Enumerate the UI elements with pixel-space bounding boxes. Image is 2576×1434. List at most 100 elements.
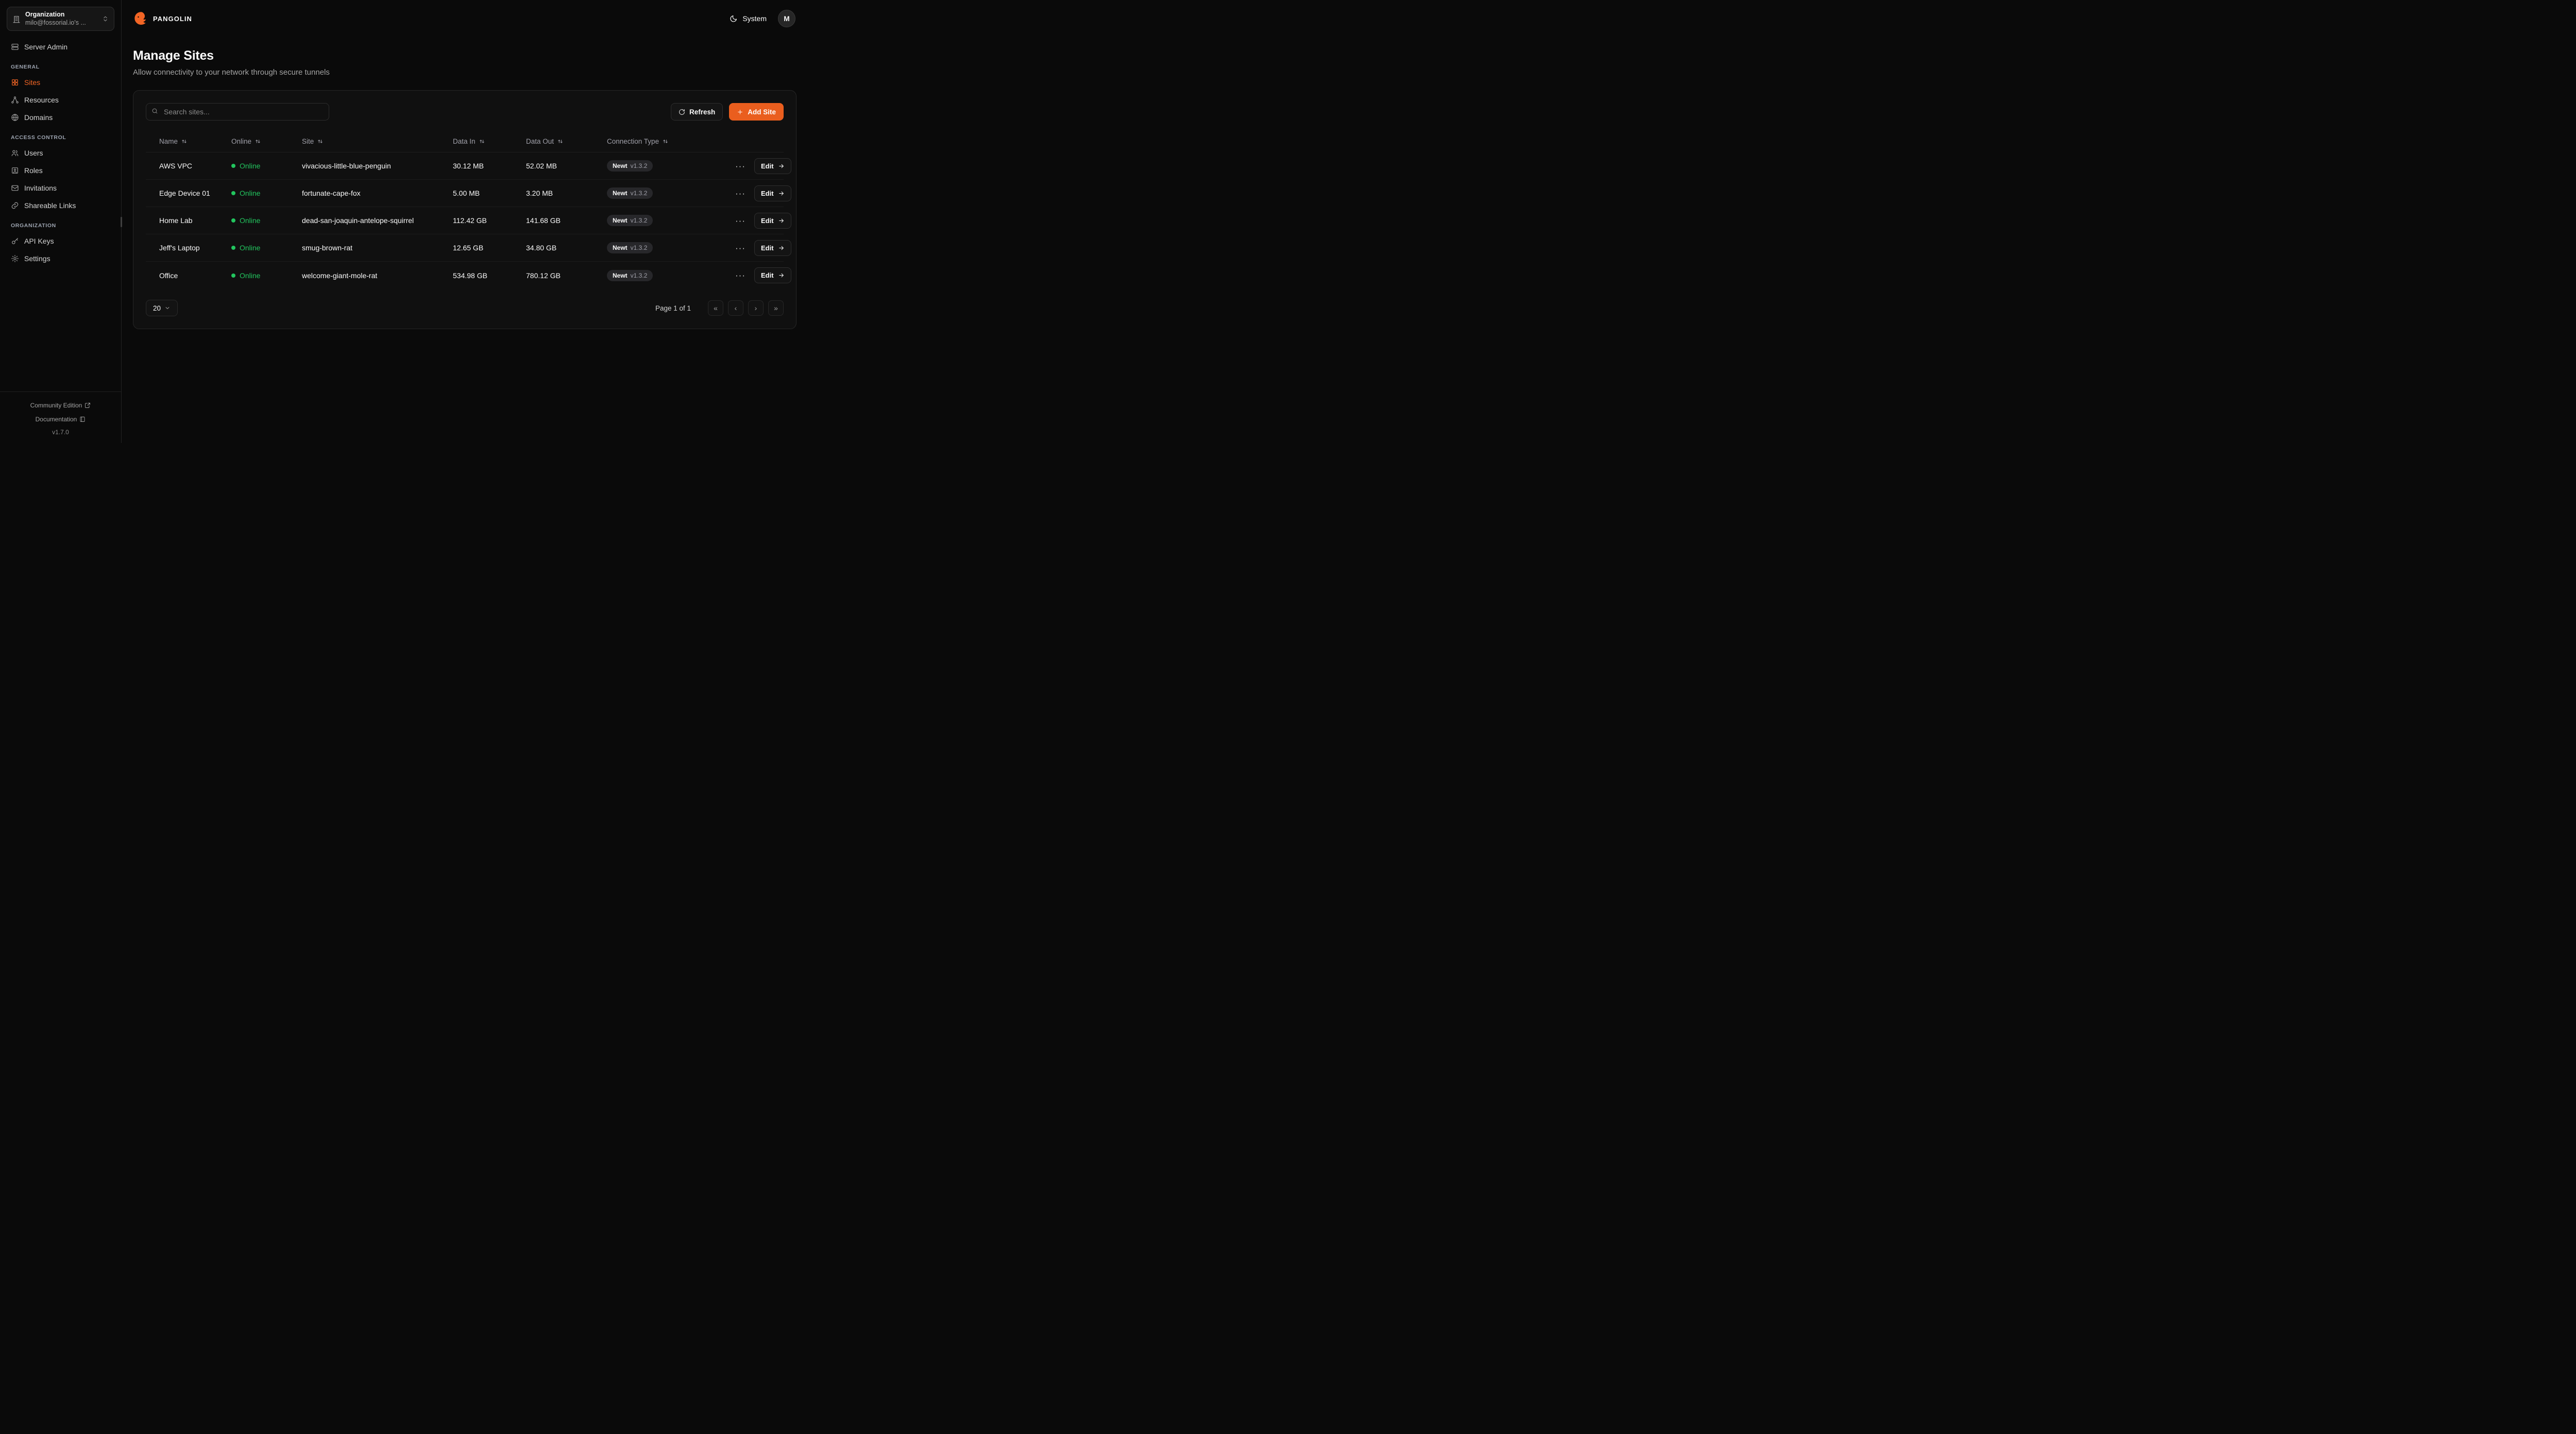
sites-toolbar: Refresh Add Site xyxy=(146,103,784,121)
site-name: Edge Device 01 xyxy=(159,189,210,197)
column-header-site[interactable]: Site xyxy=(302,138,453,145)
sidebar-item-label: Invitations xyxy=(24,184,57,192)
column-header-connection-type[interactable]: Connection Type xyxy=(607,138,733,145)
add-site-button[interactable]: Add Site xyxy=(729,103,784,121)
sidebar-item-label: Shareable Links xyxy=(24,201,76,210)
connection-name: Newt xyxy=(613,190,628,197)
row-menu-button[interactable]: ··· xyxy=(733,188,748,199)
key-icon xyxy=(12,238,18,244)
edit-button[interactable]: Edit xyxy=(754,185,791,201)
data-out-value: 34.80 GB xyxy=(526,244,557,252)
org-picker[interactable]: Organization milo@fossorial.io's ... xyxy=(7,7,114,31)
sort-icon xyxy=(663,140,668,143)
pangolin-logo-icon xyxy=(134,12,146,25)
site-online-status: Online xyxy=(231,271,302,280)
data-in-value: 12.65 GB xyxy=(453,244,484,252)
users-icon xyxy=(11,150,19,156)
last-page-button[interactable]: » xyxy=(768,300,784,316)
building-icon xyxy=(13,15,20,23)
row-menu-button[interactable]: ··· xyxy=(733,270,748,281)
column-header-name[interactable]: Name xyxy=(146,138,231,145)
moon-icon xyxy=(730,15,737,22)
row-menu-button[interactable]: ··· xyxy=(733,243,748,253)
sites-card: Refresh Add Site Name Online Site Data I… xyxy=(133,90,796,329)
table-row: AWS VPC Online vivacious-little-blue-pen… xyxy=(146,152,791,180)
main-content: PANGOLIN System M Manage Sites Allow con… xyxy=(122,0,808,443)
sidebar-item-label: Settings xyxy=(24,254,50,263)
row-menu-button[interactable]: ··· xyxy=(733,161,748,172)
sidebar-item-roles[interactable]: Roles xyxy=(7,162,114,179)
page-size-select[interactable]: 20 xyxy=(146,300,178,316)
data-out-value: 141.68 GB xyxy=(526,216,561,225)
refresh-button[interactable]: Refresh xyxy=(670,103,723,121)
online-dot-icon xyxy=(231,191,235,195)
section-label-organization: ORGANIZATION xyxy=(11,223,56,229)
site-id: dead-san-joaquin-antelope-squirrel xyxy=(302,216,414,225)
table-footer: 20 Page 1 of 1 « ‹ › » xyxy=(146,300,784,316)
sidebar-item-settings[interactable]: Settings xyxy=(7,250,114,267)
next-page-button[interactable]: › xyxy=(748,300,764,316)
edit-button[interactable]: Edit xyxy=(754,267,791,283)
page-subtitle: Allow connectivity to your network throu… xyxy=(133,68,330,77)
sites-table: Name Online Site Data In Data Out Connec… xyxy=(146,131,791,289)
arrow-right-icon xyxy=(778,246,784,250)
row-menu-button[interactable]: ··· xyxy=(733,215,748,226)
sidebar-item-server-admin[interactable]: Server Admin xyxy=(7,38,114,56)
table-row: Edge Device 01 Online fortunate-cape-fox… xyxy=(146,180,791,207)
column-header-data-in[interactable]: Data In xyxy=(453,138,526,145)
resources-icon xyxy=(11,96,19,104)
topbar: PANGOLIN System M xyxy=(122,0,808,37)
connection-version: v1.3.2 xyxy=(630,244,648,251)
server-icon xyxy=(11,44,19,50)
page-indicator: Page 1 of 1 xyxy=(655,304,691,312)
sidebar-item-invitations[interactable]: Invitations xyxy=(7,179,114,197)
connection-type-badge: Newt v1.3.2 xyxy=(607,269,653,281)
sidebar-item-sites[interactable]: Sites xyxy=(7,74,114,91)
roles-icon xyxy=(12,167,18,174)
column-header-online[interactable]: Online xyxy=(231,138,302,145)
chevron-down-icon xyxy=(165,307,170,309)
sidebar-item-resources[interactable]: Resources xyxy=(7,91,114,109)
link-icon xyxy=(11,202,19,209)
sidebar-item-shareable-links[interactable]: Shareable Links xyxy=(7,197,114,214)
connection-name: Newt xyxy=(613,271,628,279)
community-edition-link[interactable]: Community Edition xyxy=(30,400,91,411)
data-in-value: 30.12 MB xyxy=(453,162,484,170)
sidebar-item-label: Resources xyxy=(24,96,59,104)
sidebar-item-label: API Keys xyxy=(24,237,54,245)
online-dot-icon xyxy=(231,164,235,168)
first-page-button[interactable]: « xyxy=(708,300,723,316)
table-body: AWS VPC Online vivacious-little-blue-pen… xyxy=(146,152,791,289)
edit-button[interactable]: Edit xyxy=(754,240,791,256)
connection-version: v1.3.2 xyxy=(630,271,648,279)
sidebar-resize-handle[interactable] xyxy=(121,217,122,227)
section-label-general: GENERAL xyxy=(11,64,40,70)
sidebar-item-label: Sites xyxy=(24,78,41,87)
org-picker-title: Organization xyxy=(25,10,65,18)
site-online-status: Online xyxy=(231,216,302,225)
brand-name: PANGOLIN xyxy=(153,14,192,23)
column-header-data-out[interactable]: Data Out xyxy=(526,138,607,145)
refresh-icon xyxy=(679,109,685,115)
documentation-link[interactable]: Documentation xyxy=(36,414,86,425)
sidebar-item-domains[interactable]: Domains xyxy=(7,109,114,126)
online-dot-icon xyxy=(231,273,235,278)
site-online-status: Online xyxy=(231,244,302,252)
sidebar-item-api-keys[interactable]: API Keys xyxy=(7,232,114,250)
data-in-value: 5.00 MB xyxy=(453,189,480,197)
edit-button[interactable]: Edit xyxy=(754,158,791,174)
sidebar-item-users[interactable]: Users xyxy=(7,144,114,162)
theme-toggle[interactable]: System xyxy=(730,14,767,23)
online-dot-icon xyxy=(231,246,235,250)
sort-icon xyxy=(256,140,260,143)
avatar[interactable]: M xyxy=(778,10,795,27)
site-online-status: Online xyxy=(231,189,302,197)
edit-button[interactable]: Edit xyxy=(754,212,791,229)
sort-icon xyxy=(182,140,187,143)
external-link-icon xyxy=(85,403,91,408)
version-label: v1.7.0 xyxy=(52,429,69,436)
search-input[interactable] xyxy=(146,103,329,121)
site-name: Jeff's Laptop xyxy=(159,244,200,252)
site-id: smug-brown-rat xyxy=(302,244,353,252)
prev-page-button[interactable]: ‹ xyxy=(728,300,743,316)
